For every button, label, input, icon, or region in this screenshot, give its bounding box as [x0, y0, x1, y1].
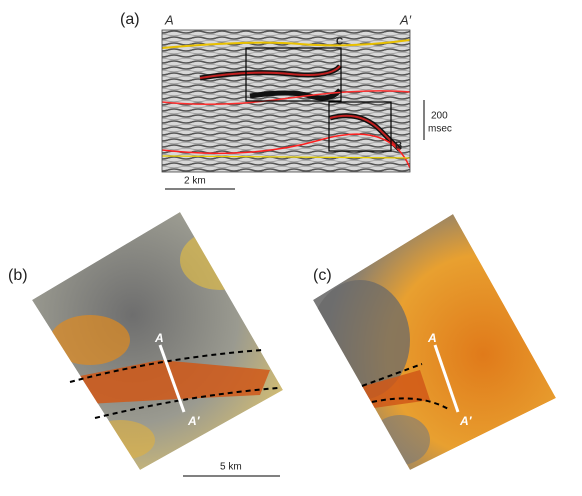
fault-outline: [94, 387, 279, 419]
endpoint-label: A: [427, 331, 437, 345]
anomaly: [60, 360, 270, 405]
endpoint-label: A: [164, 12, 174, 27]
horizon: [162, 39, 410, 49]
endpoint-label: A′: [459, 414, 473, 428]
fault-outline: [69, 349, 263, 383]
distance-scale-label: 2 km: [184, 176, 206, 187]
zoom-box: [245, 47, 342, 102]
anomaly: [180, 230, 260, 290]
fault-outline: [371, 397, 451, 411]
time-scale-value: 200: [431, 111, 448, 122]
box-label: C: [336, 37, 343, 48]
section-line: [158, 344, 186, 413]
horizon: [199, 65, 341, 79]
horizon: [162, 90, 410, 105]
map-fill: [32, 212, 283, 470]
endpoint-label: A′: [399, 12, 412, 27]
anomaly: [50, 315, 130, 365]
box-label: B: [395, 141, 402, 152]
panel-label: (b): [8, 267, 28, 284]
horizon: [329, 114, 401, 151]
endpoint-label: A′: [187, 414, 201, 428]
time-scale-unit: msec: [428, 124, 452, 135]
distance-scale-label: 5 km: [220, 462, 242, 473]
panel-label: (a): [120, 11, 140, 28]
anomaly: [85, 420, 155, 460]
section-line: [433, 344, 460, 413]
endpoint-label: A: [154, 331, 164, 345]
zoom-box: [328, 101, 392, 152]
anomaly: [370, 415, 430, 465]
panel-label: (c): [313, 267, 332, 284]
frame: [161, 29, 411, 173]
seismic-section: [162, 30, 410, 172]
fault-outline: [361, 363, 423, 387]
horizon: [162, 155, 410, 159]
